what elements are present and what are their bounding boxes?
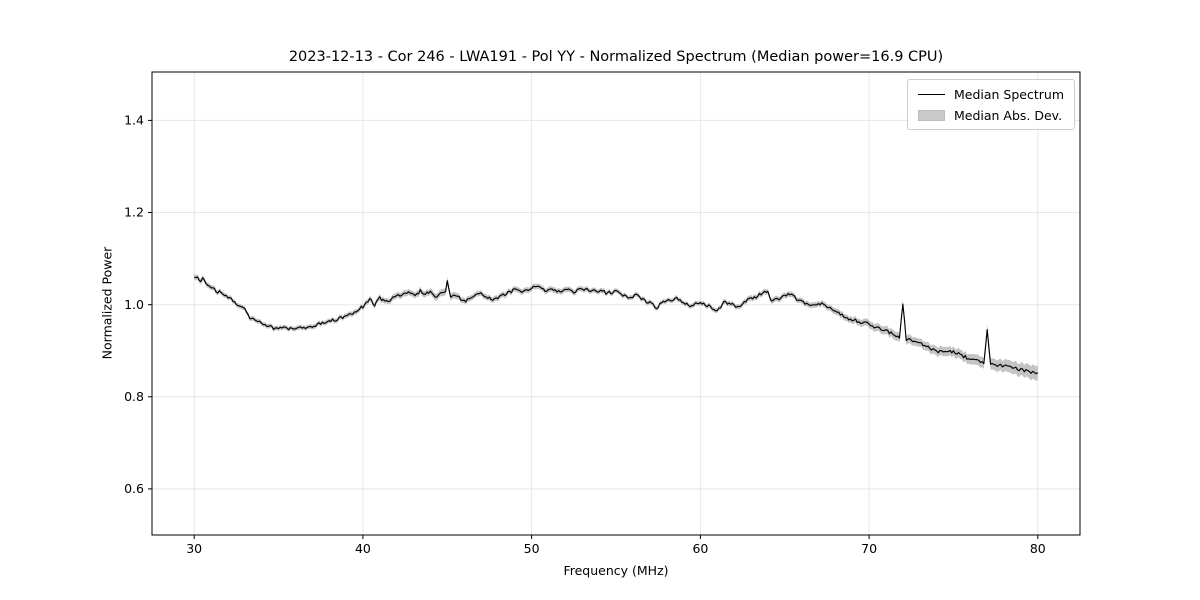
x-tick-label: 60 xyxy=(692,541,708,556)
plot-border xyxy=(151,71,1081,536)
y-tick-label: 1.0 xyxy=(124,297,144,312)
median-spectrum-line xyxy=(193,276,1039,375)
legend-label: Median Abs. Dev. xyxy=(953,107,1063,123)
legend-line-sample xyxy=(917,93,945,95)
legend-entry-median-abs-dev: Median Abs. Dev. xyxy=(917,107,1064,123)
legend-label: Median Spectrum xyxy=(953,86,1064,102)
legend-entry-median-spectrum: Median Spectrum xyxy=(917,86,1064,102)
legend: Median Spectrum Median Abs. Dev. xyxy=(906,79,1075,130)
y-tick-label: 0.8 xyxy=(124,389,144,404)
legend-patch-sample xyxy=(917,109,945,121)
y-tick-label: 1.4 xyxy=(124,113,144,128)
x-tick-label: 50 xyxy=(524,541,540,556)
x-tick-label: 40 xyxy=(355,541,371,556)
y-tick-label: 1.2 xyxy=(124,205,144,220)
chart-title: 2023-12-13 - Cor 246 - LWA191 - Pol YY -… xyxy=(288,49,944,65)
x-tick-label: 80 xyxy=(1030,541,1046,556)
x-tick-label: 30 xyxy=(186,541,202,556)
y-tick-label: 0.6 xyxy=(124,481,144,496)
y-axis-label: Normalized Power xyxy=(99,246,115,360)
x-axis-label: Frequency (MHz) xyxy=(563,563,669,578)
median-abs-dev-band xyxy=(194,274,1038,381)
x-tick-label: 70 xyxy=(861,541,877,556)
